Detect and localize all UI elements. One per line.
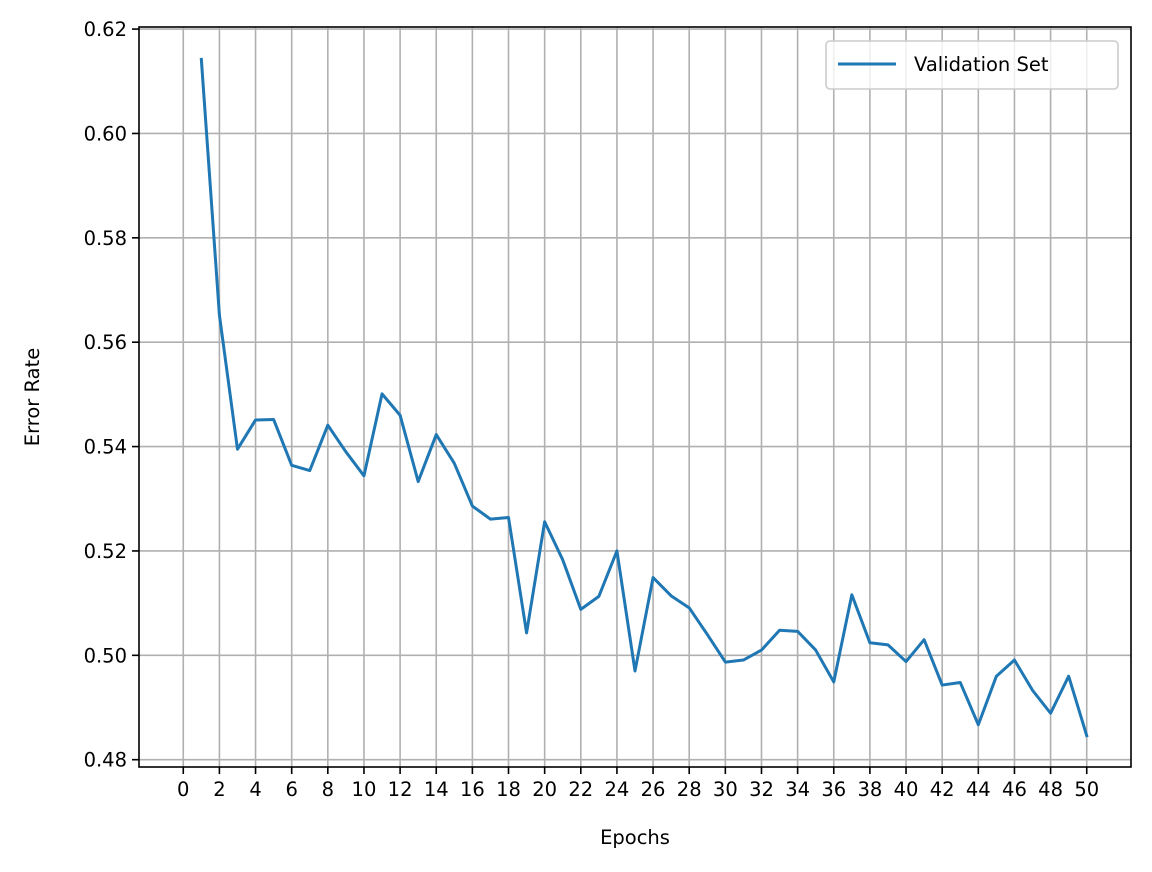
x-tick-label: 42 xyxy=(930,778,955,801)
y-tick-label: 0.62 xyxy=(84,18,127,41)
grid xyxy=(139,27,1131,767)
x-tick-label: 4 xyxy=(249,778,261,801)
x-tick-label: 20 xyxy=(532,778,557,801)
x-tick-label: 44 xyxy=(966,778,991,801)
x-tick-label: 26 xyxy=(641,778,666,801)
x-tick-label: 30 xyxy=(713,778,738,801)
y-tick-label: 0.56 xyxy=(84,331,127,354)
x-tick-label: 14 xyxy=(424,778,449,801)
legend-box xyxy=(825,40,1119,90)
y-tick-label: 0.52 xyxy=(84,540,127,563)
x-tick-label: 8 xyxy=(322,778,334,801)
x-axis-label: Epochs xyxy=(600,826,670,849)
y-tick-label: 0.58 xyxy=(84,227,127,250)
x-tick-label: 22 xyxy=(568,778,593,801)
y-tick-label: 0.50 xyxy=(84,644,127,667)
plot-area-frame xyxy=(138,26,1132,768)
x-tick-label: 46 xyxy=(1002,778,1027,801)
x-tick-label: 0 xyxy=(177,778,189,801)
y-tick-label: 0.54 xyxy=(84,436,127,459)
x-tick-label: 48 xyxy=(1038,778,1063,801)
x-tick-label: 50 xyxy=(1074,778,1099,801)
x-tick-label: 32 xyxy=(749,778,774,801)
x-tick-label: 2 xyxy=(213,778,225,801)
series-layer xyxy=(199,57,1089,738)
x-tick-label: 36 xyxy=(821,778,846,801)
x-tick-label: 38 xyxy=(857,778,882,801)
x-tick-label: 28 xyxy=(677,778,702,801)
x-tick-label: 18 xyxy=(496,778,521,801)
x-tick-label: 10 xyxy=(352,778,377,801)
y-axis: 0.48 0.50 0.52 0.54 0.56 0.58 0.60 0.62 xyxy=(84,18,139,772)
y-tick-label: 0.60 xyxy=(84,122,127,145)
x-tick-label: 34 xyxy=(785,778,810,801)
x-tick-label: 6 xyxy=(285,778,297,801)
series-line-validation-set xyxy=(199,57,1089,738)
y-axis-label: Error Rate xyxy=(21,348,44,446)
x-tick-label: 24 xyxy=(605,778,630,801)
x-tick-label: 16 xyxy=(460,778,485,801)
x-tick-label: 40 xyxy=(894,778,919,801)
legend: Validation Set xyxy=(825,40,1119,90)
x-tick-label: 12 xyxy=(388,778,413,801)
y-tick-label: 0.48 xyxy=(84,749,127,772)
x-axis: 0 2 4 6 8 10 12 14 16 18 20 22 24 26 28 30 32 34 36 38 40 42 4… xyxy=(177,767,1099,801)
legend-label-validation-set: Validation Set xyxy=(914,53,1049,76)
